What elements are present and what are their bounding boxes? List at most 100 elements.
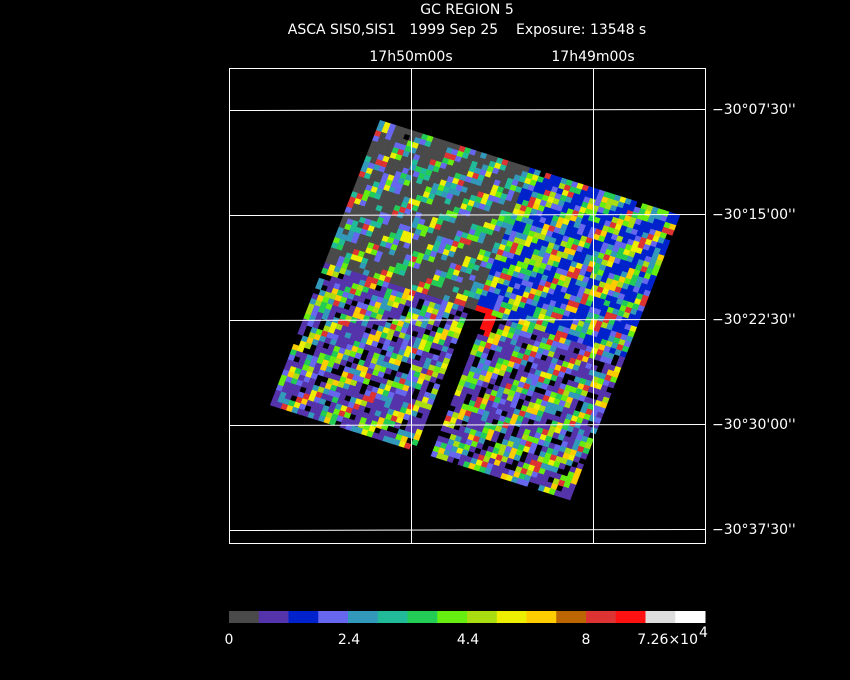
image-cell (372, 135, 380, 143)
image-cell (384, 304, 393, 313)
image-cell (497, 215, 506, 223)
image-cell (345, 343, 354, 352)
image-cell (458, 191, 467, 199)
image-cell (389, 152, 398, 160)
image-cell (540, 382, 549, 391)
image-cell (525, 189, 534, 197)
image-cell (583, 396, 592, 404)
image-cell (476, 254, 485, 262)
image-cell (666, 228, 675, 236)
image-cell (338, 393, 347, 401)
image-cell (433, 303, 442, 311)
image-cell (578, 332, 587, 340)
image-cell (322, 262, 331, 270)
image-cell (370, 357, 379, 365)
image-cell (296, 362, 305, 370)
image-cell (488, 394, 496, 402)
image-cell (515, 386, 524, 394)
image-cell (344, 252, 353, 260)
image-cell (506, 394, 515, 402)
image-cell (493, 333, 502, 341)
image-cell (374, 347, 383, 355)
image-cell (586, 437, 594, 445)
image-cell (331, 396, 340, 404)
image-cell (470, 223, 478, 231)
image-cell (390, 181, 399, 189)
image-cell (502, 187, 510, 195)
image-cell (389, 432, 398, 440)
image-cell (575, 416, 584, 425)
image-cell (584, 442, 592, 450)
image-cell (304, 342, 312, 350)
image-cell (339, 376, 347, 384)
image-cell (413, 245, 422, 253)
image-cell (519, 250, 528, 258)
image-cell (580, 281, 588, 289)
colorbar-swatch (526, 611, 557, 623)
image-cell (643, 289, 651, 297)
image-cell (341, 354, 350, 362)
image-cell (340, 216, 349, 224)
image-cell (453, 252, 461, 260)
image-cell (342, 228, 350, 236)
image-cell (508, 201, 517, 209)
image-cell (310, 310, 319, 318)
dec-label: −30°07'30'' (712, 102, 796, 118)
image-cell (585, 220, 594, 228)
image-cell (570, 289, 579, 297)
image-cell (486, 165, 495, 173)
image-cell (326, 332, 334, 340)
image-cell (519, 421, 528, 430)
image-cell (459, 282, 468, 290)
image-cell (478, 374, 486, 382)
image-cell (556, 405, 565, 413)
image-cell (564, 367, 573, 375)
image-cell (398, 160, 406, 168)
image-cell (557, 433, 566, 441)
image-cell (459, 391, 468, 399)
image-cell (550, 265, 558, 274)
image-cell (487, 240, 496, 248)
image-cell (522, 165, 531, 173)
image-cell (440, 254, 449, 262)
image-cell (361, 194, 369, 202)
image-cell (318, 335, 327, 343)
image-cell (492, 447, 500, 455)
image-cell (592, 296, 601, 304)
grid-line (228, 319, 706, 321)
image-cell (566, 191, 575, 199)
image-cell (596, 394, 605, 402)
image-cell (356, 410, 364, 418)
image-cell (546, 367, 555, 375)
image-cell (377, 182, 386, 190)
image-cell (463, 272, 471, 280)
image-cell (489, 298, 498, 306)
image-cell (511, 350, 520, 358)
image-cell (589, 289, 597, 297)
image-cell (577, 382, 585, 391)
image-cell (553, 444, 562, 452)
image-cell (570, 352, 579, 360)
image-cell (380, 377, 389, 385)
image-cell (392, 284, 401, 292)
image-cell (563, 247, 571, 255)
image-cell (572, 238, 581, 246)
image-cell (366, 150, 374, 158)
image-cell (374, 410, 382, 418)
image-cell (464, 238, 473, 246)
image-cell (529, 459, 538, 467)
image-cell (620, 316, 629, 324)
image-cell (477, 157, 486, 165)
image-cell (625, 335, 634, 343)
image-cell (624, 243, 633, 251)
image-cell (536, 347, 545, 355)
image-cell (440, 208, 448, 216)
image-cell (463, 255, 472, 263)
image-cell (583, 304, 591, 313)
image-cell (562, 452, 570, 460)
image-cell (503, 308, 512, 316)
image-cell (641, 294, 649, 302)
image-cell (354, 181, 363, 189)
image-cell (574, 467, 583, 475)
image-cell (572, 455, 581, 464)
